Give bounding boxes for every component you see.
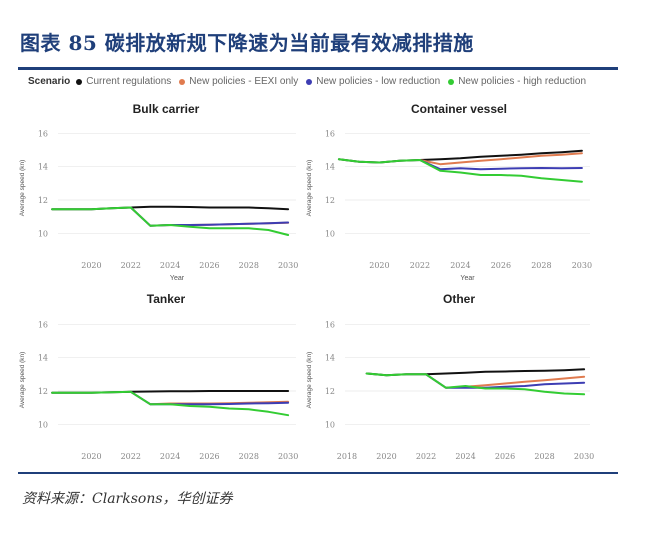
- legend-item-high: New policies - high reduction: [448, 76, 586, 87]
- x-tick-label: 2028: [239, 261, 259, 270]
- series-line: [425, 373, 586, 389]
- x-tick-label: 2022: [121, 452, 141, 461]
- legend-label: New policies - low reduction: [316, 76, 441, 87]
- y-tick-label: 16: [325, 320, 335, 329]
- y-tick-label: 12: [325, 196, 335, 205]
- series-line: [51, 390, 290, 417]
- series-line: [365, 372, 586, 396]
- x-tick-label: 2020: [376, 452, 396, 461]
- y-tick-label: 16: [325, 129, 335, 138]
- y-tick-label: 10: [38, 420, 48, 429]
- series-line: [129, 206, 290, 227]
- series-line: [129, 390, 290, 406]
- x-tick-label: 2024: [455, 452, 475, 461]
- x-tick-label: 2020: [81, 452, 101, 461]
- y-tick-label: 14: [38, 163, 48, 172]
- series-line: [418, 159, 583, 171]
- y-tick-label: 16: [38, 129, 48, 138]
- y-axis-label: Average speed (kn): [306, 160, 313, 217]
- y-tick-label: 14: [325, 163, 335, 172]
- source-note: 资料来源：Clarksons，华创证券: [22, 491, 233, 507]
- legend-label: New policies - high reduction: [458, 76, 587, 87]
- source-rule: [18, 472, 618, 474]
- x-tick-label: 2020: [369, 261, 389, 270]
- title-rule: [18, 67, 618, 70]
- x-tick-label: 2024: [450, 261, 470, 270]
- legend-item-current: Current regulations: [76, 76, 171, 87]
- x-tick-label: 2026: [495, 452, 515, 461]
- chart-panel: Bulk carrier 10 12 14 16 2020 2022 2024 2026 2028…: [19, 102, 298, 282]
- panel-title: Tanker: [147, 292, 186, 306]
- x-tick-label: 2022: [416, 452, 436, 461]
- x-tick-label: 2030: [278, 261, 298, 270]
- y-tick-label: 14: [38, 354, 48, 363]
- legend-dot-icon: [179, 78, 186, 85]
- x-tick-label: 2030: [278, 452, 298, 461]
- x-tick-label: 2026: [491, 261, 511, 270]
- x-tick-label: 2026: [199, 261, 219, 270]
- x-tick-label: 2024: [160, 261, 180, 270]
- legend-title: Scenario: [28, 76, 71, 87]
- panel-title: Bulk carrier: [133, 102, 200, 116]
- x-tick-label: 2018: [337, 452, 357, 461]
- x-tick-label: 2024: [160, 452, 180, 461]
- series-line: [337, 149, 583, 164]
- y-tick-label: 12: [38, 196, 48, 205]
- legend-item-low: New policies - low reduction: [306, 76, 440, 87]
- x-axis-label: Year: [170, 275, 185, 282]
- y-tick-label: 12: [38, 387, 48, 396]
- panel-title: Container vessel: [411, 102, 507, 116]
- y-axis-label: Average speed (kn): [19, 160, 26, 217]
- x-tick-label: 2030: [572, 261, 592, 270]
- chart-panel: Other 10 12 14 16 2018 2020 2022 2024 2026 2028 203…: [306, 292, 594, 461]
- x-tick-label: 2022: [410, 261, 430, 270]
- y-axis-label: Average speed (kn): [19, 352, 26, 409]
- series-line: [425, 373, 586, 389]
- x-tick-label: 2028: [239, 452, 259, 461]
- legend-dot-icon: [306, 78, 313, 85]
- y-tick-label: 12: [325, 387, 335, 396]
- y-tick-label: 16: [38, 320, 48, 329]
- y-tick-label: 14: [325, 354, 335, 363]
- x-tick-label: 2030: [574, 452, 594, 461]
- x-tick-label: 2020: [81, 261, 101, 270]
- y-tick-label: 10: [325, 229, 335, 238]
- legend-dot-icon: [448, 78, 455, 85]
- legend-item-eexi: New policies - EEXI only: [179, 76, 298, 87]
- y-tick-label: 10: [38, 229, 48, 238]
- x-tick-label: 2028: [534, 452, 554, 461]
- figure-title: 图表 85 碳排放新规下降速为当前最有效减排措施: [20, 31, 474, 55]
- chart-panel: Tanker 10 12 14 16 2020 2022 2024 2026 2028 2030 Av…: [19, 292, 298, 461]
- chart-legend: Scenario Current regulations New policie…: [28, 76, 594, 87]
- y-tick-label: 10: [325, 420, 335, 429]
- x-tick-label: 2028: [531, 261, 551, 270]
- chart-panel: Container vessel 10 12 14 16 2020 2022 2024 2026…: [306, 102, 592, 282]
- series-line: [418, 152, 583, 166]
- x-tick-label: 2026: [199, 452, 219, 461]
- x-tick-label: 2022: [121, 261, 141, 270]
- series-line: [51, 206, 290, 236]
- series-line: [337, 158, 583, 183]
- panel-title: Other: [443, 292, 475, 306]
- x-axis-label: Year: [460, 275, 475, 282]
- y-axis-label: Average speed (kn): [306, 352, 313, 409]
- legend-label: Current regulations: [86, 76, 172, 87]
- legend-label: New policies - EEXI only: [189, 76, 299, 87]
- legend-dot-icon: [76, 78, 83, 85]
